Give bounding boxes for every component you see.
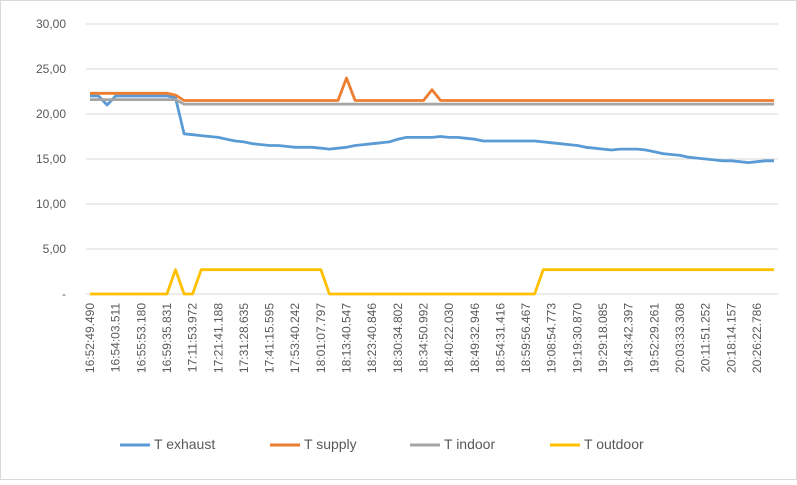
x-tick-label: 17:31:28.635 bbox=[237, 303, 251, 373]
y-tick-label: - bbox=[62, 287, 66, 301]
x-tick-label: 20:11:51.252 bbox=[699, 303, 713, 373]
x-tick-label: 18:34:50.992 bbox=[416, 303, 430, 373]
x-tick-label: 18:13:40.547 bbox=[340, 303, 354, 373]
x-tick-label: 19:29:18.085 bbox=[596, 303, 610, 373]
x-tick-label: 18:30:34.802 bbox=[391, 303, 405, 373]
x-tick-label: 18:54:31.416 bbox=[493, 303, 507, 373]
series-line bbox=[90, 268, 774, 296]
x-tick-label: 20:26:22.786 bbox=[750, 303, 764, 373]
x-tick-label: 17:11:53.972 bbox=[186, 303, 200, 373]
y-tick-label: 20,00 bbox=[36, 107, 66, 121]
x-tick-label: 18:23:40.846 bbox=[365, 303, 379, 373]
x-tick-label: 17:53:40.242 bbox=[288, 303, 302, 373]
y-tick-label: 15,00 bbox=[36, 152, 66, 166]
x-tick-label: 20:18:14.157 bbox=[724, 303, 738, 373]
x-tick-label: 18:01:07.797 bbox=[314, 303, 328, 373]
x-tick-label: 19:08:54.773 bbox=[545, 303, 559, 373]
y-tick-label: 5,00 bbox=[43, 242, 67, 256]
x-tick-label: 19:19:30.870 bbox=[570, 303, 584, 373]
x-tick-label: 17:21:41.188 bbox=[211, 303, 225, 373]
legend-label: T exhaust bbox=[154, 436, 215, 452]
x-tick-label: 16:59:35.831 bbox=[160, 303, 174, 373]
legend-label: T supply bbox=[304, 436, 357, 452]
series-line bbox=[90, 94, 774, 164]
x-tick-label: 16:55:53.180 bbox=[134, 303, 148, 373]
series-line bbox=[90, 98, 774, 106]
x-tick-label: 20:03:33.308 bbox=[673, 303, 687, 373]
x-tick-label: 18:49:32.946 bbox=[468, 303, 482, 373]
x-tick-label: 16:52:49.490 bbox=[83, 303, 97, 373]
x-tick-label: 18:59:56.467 bbox=[519, 303, 533, 373]
x-tick-label: 16:54:03.511 bbox=[109, 303, 123, 373]
x-tick-label: 19:43:42.397 bbox=[622, 303, 636, 373]
x-tick-label: 18:40:22.030 bbox=[442, 303, 456, 373]
legend-label: T indoor bbox=[444, 436, 495, 452]
legend-label: T outdoor bbox=[584, 436, 644, 452]
y-tick-label: 25,00 bbox=[36, 62, 66, 76]
x-tick-label: 17:41:15.595 bbox=[263, 303, 277, 373]
series-line bbox=[90, 76, 774, 102]
x-tick-label: 19:52:29.261 bbox=[647, 303, 661, 373]
y-tick-label: 10,00 bbox=[36, 197, 66, 211]
y-tick-label: 30,00 bbox=[36, 17, 66, 31]
